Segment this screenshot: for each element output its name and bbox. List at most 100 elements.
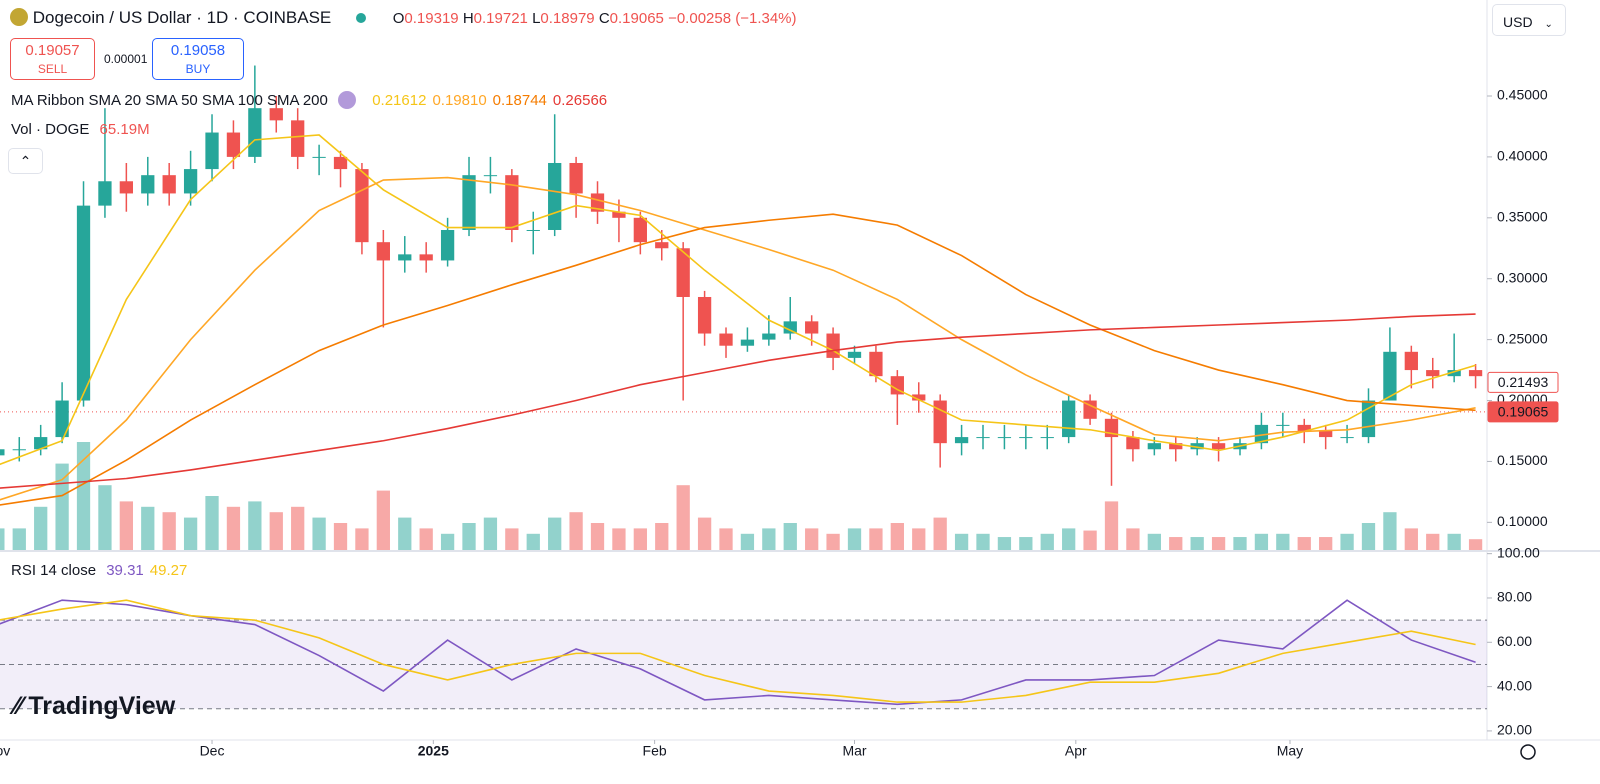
y-tick-label: 0.40000 bbox=[1497, 148, 1548, 164]
candle-body bbox=[419, 254, 433, 261]
candle-body bbox=[398, 254, 412, 261]
volume-bar bbox=[633, 528, 647, 550]
candle-body bbox=[440, 229, 455, 261]
candle-body bbox=[248, 108, 262, 157]
volume-bar bbox=[1147, 533, 1161, 550]
coin-icon bbox=[10, 8, 28, 26]
volume-bar bbox=[1062, 528, 1076, 550]
volume-bar bbox=[1211, 537, 1226, 550]
volume-bar bbox=[333, 523, 348, 550]
volume-bar bbox=[1468, 539, 1483, 550]
candle-body bbox=[1468, 370, 1483, 377]
volume-bar bbox=[1297, 537, 1311, 550]
x-tick-label: Mar bbox=[842, 743, 866, 759]
rsi-line bbox=[0, 599, 1476, 706]
candle-body bbox=[1147, 443, 1161, 450]
candle-body bbox=[312, 156, 326, 158]
volume-bar bbox=[1426, 533, 1440, 550]
price-badge-label: 0.19065 bbox=[1498, 404, 1549, 420]
candle-body bbox=[12, 449, 26, 451]
candle-body bbox=[1169, 443, 1183, 450]
volume-bar bbox=[569, 512, 583, 550]
l-label: L bbox=[532, 10, 541, 27]
volume-bar bbox=[1233, 537, 1247, 550]
volume-bar bbox=[548, 517, 562, 550]
status-dot bbox=[356, 13, 367, 23]
vol-title[interactable]: Vol · DOGE bbox=[11, 121, 90, 138]
spread: 0.00001 bbox=[104, 52, 148, 66]
currency: USD bbox=[1503, 14, 1533, 30]
symbol[interactable]: Dogecoin / US Dollar · 1D · COINBASE bbox=[32, 8, 332, 27]
volume-bar bbox=[1319, 537, 1333, 550]
brand: ⁄⁄ TradingView bbox=[14, 692, 176, 720]
candle-body bbox=[847, 351, 862, 358]
candle-body bbox=[526, 229, 540, 231]
candle-body bbox=[612, 211, 626, 218]
volume-bar bbox=[1340, 533, 1354, 550]
ma-title[interactable]: MA Ribbon SMA 20 SMA 50 SMA 100 SMA 200 bbox=[11, 92, 328, 109]
volume-bar bbox=[1361, 523, 1376, 550]
volume-bar bbox=[912, 528, 926, 550]
h-label: H bbox=[462, 10, 474, 27]
volume-bar bbox=[1404, 528, 1418, 550]
candle-body bbox=[912, 394, 926, 401]
candle-body bbox=[76, 205, 91, 401]
buy-button[interactable]: 0.19058 BUY bbox=[152, 38, 244, 80]
volume-bar bbox=[890, 523, 904, 550]
volume-bar bbox=[205, 496, 219, 550]
y-tick-label: 0.25000 bbox=[1497, 330, 1548, 346]
rsi-line bbox=[0, 599, 1476, 703]
x-tick-label: Dec bbox=[200, 743, 225, 759]
candle-body bbox=[1319, 430, 1333, 438]
candle-body bbox=[1211, 443, 1226, 450]
rsi-y-tick-label: 60.00 bbox=[1497, 633, 1532, 649]
candle-body bbox=[548, 162, 562, 230]
price-badge bbox=[1487, 371, 1559, 393]
candle-body bbox=[1062, 400, 1076, 438]
candle-body bbox=[1447, 370, 1461, 377]
candle-body bbox=[740, 339, 755, 346]
volume-bar bbox=[1169, 537, 1183, 550]
candle-body bbox=[98, 181, 112, 206]
candle-body bbox=[55, 400, 69, 438]
price-badge-label: 0.21493 bbox=[1498, 374, 1549, 390]
volume-bar bbox=[248, 501, 262, 550]
candle-body bbox=[697, 296, 712, 334]
ma-value: 0.18744 bbox=[492, 92, 547, 109]
candle-body bbox=[0, 449, 5, 456]
x-tick-label: May bbox=[1277, 743, 1303, 759]
volume-bar bbox=[12, 528, 26, 550]
sell-button[interactable]: 0.19057 SELL bbox=[10, 38, 95, 80]
h-value: 0.19721 bbox=[473, 10, 528, 27]
candle-body bbox=[1083, 400, 1097, 419]
volume-bar bbox=[655, 523, 669, 550]
candle-body bbox=[1040, 437, 1054, 439]
collapse-button[interactable]: ⌃ bbox=[8, 148, 43, 174]
volume-bar bbox=[119, 501, 133, 550]
ma-line bbox=[0, 213, 1476, 506]
y-tick-label: 0.15000 bbox=[1497, 452, 1548, 468]
candle-body bbox=[376, 242, 390, 261]
rsi-value: 39.31 bbox=[106, 562, 144, 579]
ma-line bbox=[0, 176, 1476, 501]
currency-select[interactable]: USD ⌄ bbox=[1492, 4, 1566, 36]
volume-bar bbox=[869, 528, 883, 550]
candle-body bbox=[633, 217, 647, 243]
volume-bar bbox=[440, 533, 455, 550]
candle-body bbox=[205, 132, 219, 170]
volume-bar bbox=[783, 523, 797, 550]
volume-bar bbox=[762, 528, 776, 550]
change: −0.00258 (−1.34%) bbox=[668, 10, 797, 27]
buy-label: BUY bbox=[185, 62, 211, 76]
rsi-y-tick-label: 100.00 bbox=[1497, 544, 1540, 560]
volume-bar bbox=[526, 533, 540, 550]
candle-body bbox=[719, 333, 733, 346]
rsi-value: 49.27 bbox=[149, 562, 188, 579]
volume-bar bbox=[1383, 512, 1397, 550]
volume-bar bbox=[355, 528, 369, 550]
candle-body bbox=[1297, 424, 1311, 431]
rsi-title[interactable]: RSI 14 close bbox=[11, 562, 97, 579]
y-tick-label: 0.10000 bbox=[1497, 513, 1548, 529]
x-tick-label: Nov bbox=[0, 743, 10, 759]
price-badge bbox=[1487, 401, 1559, 423]
